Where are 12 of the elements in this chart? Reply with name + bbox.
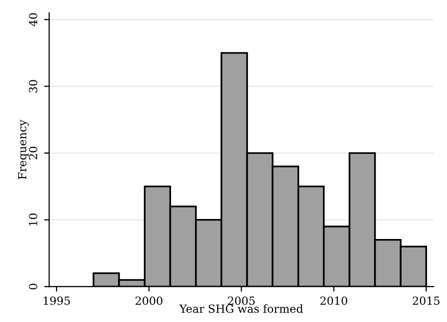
x-tick-label: 2010 [320,296,348,305]
y-tick-label: 20 [28,146,38,160]
y-tick-label: 10 [28,213,38,226]
y-tick-label: 40 [28,13,38,26]
x-tick-label: 1995 [44,296,70,305]
x-axis-title: Year SHG was formed [179,304,303,313]
x-tick-label: 2000 [136,296,162,305]
y-axis-title: Frequency [18,120,29,180]
x-tick-label: 2015 [412,296,440,305]
y-tick-label: 0 [28,284,38,290]
y-tick-label: 30 [28,80,38,93]
x-tick-label: 2005 [228,296,255,305]
